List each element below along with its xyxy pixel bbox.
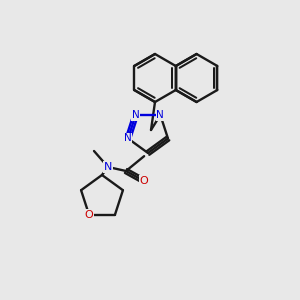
Text: O: O [140,176,148,186]
Text: O: O [85,210,93,220]
Text: N: N [124,134,132,143]
Text: N: N [157,110,164,120]
Text: N: N [132,110,140,120]
Text: N: N [104,162,112,172]
